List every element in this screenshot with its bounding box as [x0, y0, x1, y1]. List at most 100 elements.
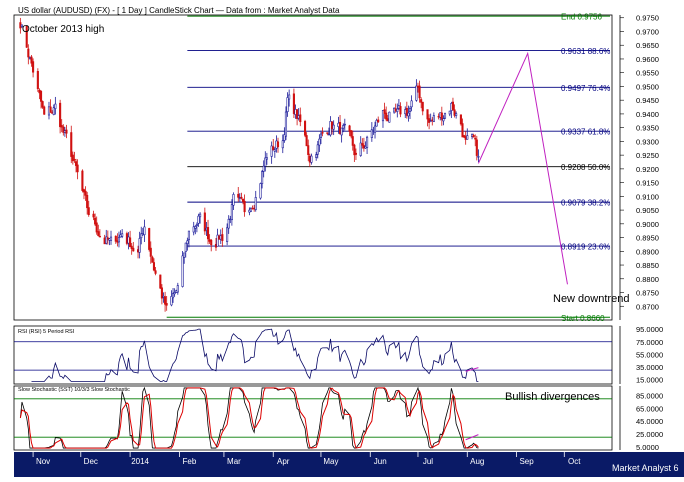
candle-body — [170, 296, 173, 306]
candle-body — [432, 115, 435, 122]
price-tick-label: 0.9300 — [636, 137, 659, 146]
candle-body — [338, 122, 342, 135]
month-label: Sep — [519, 457, 534, 466]
candle-body — [426, 109, 429, 120]
rsi-tick-label: 55.0000 — [636, 350, 663, 359]
candle-body — [463, 135, 466, 138]
candle-body — [98, 235, 101, 238]
candle-body — [281, 140, 284, 149]
stoch-title: Slow Stochastic (SST) 10/3/3 Slow Stocha… — [18, 387, 130, 393]
candle-body — [450, 102, 453, 111]
price-tick-label: 0.9200 — [636, 165, 659, 174]
candle-body — [70, 132, 73, 157]
candle-body — [62, 126, 65, 133]
candle-body — [143, 226, 146, 236]
candle-body — [71, 154, 74, 162]
candle-body — [350, 130, 353, 137]
price-tick-label: 0.8700 — [636, 302, 659, 311]
candle-body — [464, 136, 467, 140]
candle-body — [141, 233, 144, 236]
fib-label: 0.9631 88.6% — [561, 47, 610, 56]
candle-body — [321, 132, 324, 134]
candle-body — [63, 130, 66, 133]
candle-body — [103, 237, 106, 245]
candle-body — [264, 157, 267, 167]
stoch-d-line — [19, 387, 479, 449]
candle-body — [28, 57, 31, 59]
candle-body — [208, 239, 211, 242]
candle-body — [253, 207, 256, 210]
new-downtrend-label: New downtrend — [553, 293, 629, 305]
candle-body — [248, 209, 251, 213]
candle-body — [240, 196, 243, 199]
candle-body — [331, 121, 334, 129]
candle-body — [218, 235, 221, 240]
candle-body — [262, 165, 265, 172]
candle-body — [459, 114, 462, 125]
candle-body — [138, 238, 141, 253]
candle-body — [121, 233, 124, 237]
candle-body — [116, 240, 119, 243]
stoch-tick-label: 25.0000 — [636, 430, 663, 439]
fib-label: 0.9208 50.0% — [561, 163, 610, 172]
candle-body — [388, 111, 391, 123]
price-tick-label: 0.9000 — [636, 220, 659, 229]
candle-body — [296, 109, 299, 119]
candle-body — [294, 109, 297, 115]
candle-body — [97, 231, 100, 236]
footer-bar — [612, 452, 684, 477]
candle-body — [393, 107, 396, 113]
candle-body — [394, 108, 397, 112]
bullish-divergence-label: Bullish divergences — [505, 391, 600, 403]
candle-body — [183, 252, 186, 258]
candle-body — [307, 145, 310, 155]
candle-body — [428, 118, 431, 123]
candle-body — [340, 127, 343, 136]
candle-body — [372, 130, 375, 132]
candle-body — [439, 112, 442, 118]
candle-body — [109, 236, 113, 241]
candle-body — [129, 237, 132, 248]
candle-body — [249, 208, 253, 212]
fib-label: 0.8919 23.6% — [561, 243, 610, 252]
candle-body — [94, 217, 97, 225]
october-high-annotation: October 2013 high — [22, 24, 104, 35]
candle-body — [52, 107, 55, 115]
fib-label: 0.9079 38.2% — [561, 199, 610, 208]
candle-body — [127, 236, 130, 244]
footer-label: Market Analyst 6 — [612, 463, 679, 473]
candle-body — [318, 138, 321, 146]
candle-body — [176, 285, 179, 293]
candle-body — [385, 112, 388, 120]
candle-body — [30, 56, 33, 64]
date-axis-bar — [14, 452, 612, 477]
candle-body — [455, 113, 458, 116]
candle-body — [359, 142, 362, 156]
candle-body — [199, 213, 202, 218]
candle-body — [405, 107, 408, 116]
candle-body — [316, 144, 319, 155]
stoch-tick-label: 45.0000 — [636, 417, 663, 426]
candle-body — [171, 293, 175, 299]
candle-body — [297, 115, 300, 119]
candle-body — [49, 106, 52, 113]
candle-body — [381, 110, 385, 122]
candle-body — [32, 61, 35, 73]
candle-body — [43, 106, 46, 115]
month-label: Apr — [277, 457, 290, 466]
candle-body — [19, 22, 22, 29]
candle-body — [276, 141, 280, 148]
candle-body — [162, 295, 165, 298]
candle-body — [197, 215, 200, 224]
candle-body — [65, 129, 68, 134]
month-label: Dec — [84, 457, 98, 466]
candle-body — [117, 237, 121, 243]
stoch-divergence-line — [465, 434, 479, 441]
fib-label: 0.9337 61.8% — [561, 128, 610, 137]
candle-body — [442, 118, 445, 122]
candle-body — [315, 154, 318, 158]
candle-body — [443, 113, 447, 119]
candle-body — [474, 138, 477, 140]
candle-body — [60, 124, 63, 128]
